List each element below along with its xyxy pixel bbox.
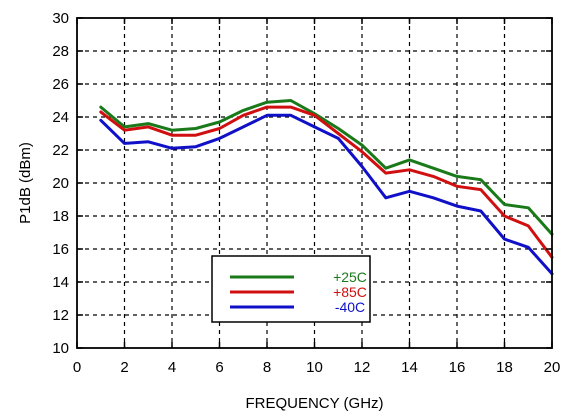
legend: +25C+85C-40C	[211, 255, 371, 323]
y-tick-label: 30	[52, 10, 69, 27]
y-tick-label: 22	[52, 142, 69, 159]
x-tick-label: 8	[263, 359, 271, 376]
x-tick-label: 4	[168, 359, 176, 376]
x-tick-label: 18	[496, 359, 513, 376]
series-line-40c	[99, 113, 554, 276]
x-tick-label: 14	[401, 359, 418, 376]
series-line-85c	[99, 105, 554, 259]
x-tick-label: 12	[354, 359, 371, 376]
y-tick-label: 14	[52, 274, 69, 291]
y-tick-label: 18	[52, 208, 69, 225]
y-tick-label: 24	[52, 109, 69, 126]
legend-box	[211, 255, 371, 323]
x-axis-title: FREQUENCY (GHz)	[245, 395, 383, 412]
y-tick-label: 28	[52, 43, 69, 60]
y-tick-label: 10	[52, 340, 69, 357]
series-line-25c	[99, 99, 554, 236]
x-tick-label: 2	[120, 359, 128, 376]
legend-label: +85C	[333, 284, 367, 300]
y-tick-label: 16	[52, 241, 69, 258]
y-tick-label: 12	[52, 307, 69, 324]
y-axis-title: P1dB (dBm)	[17, 142, 34, 224]
x-tick-label: 6	[215, 359, 223, 376]
legend-label: +25C	[333, 269, 367, 285]
x-tick-label: 16	[449, 359, 466, 376]
series-lines	[99, 99, 554, 276]
y-tick-label: 26	[52, 76, 69, 93]
x-tick-label: 20	[544, 359, 561, 376]
y-tick-label: 20	[52, 175, 69, 192]
x-tick-label: 10	[306, 359, 323, 376]
x-tick-label: 0	[73, 359, 81, 376]
legend-label: -40C	[335, 299, 365, 315]
